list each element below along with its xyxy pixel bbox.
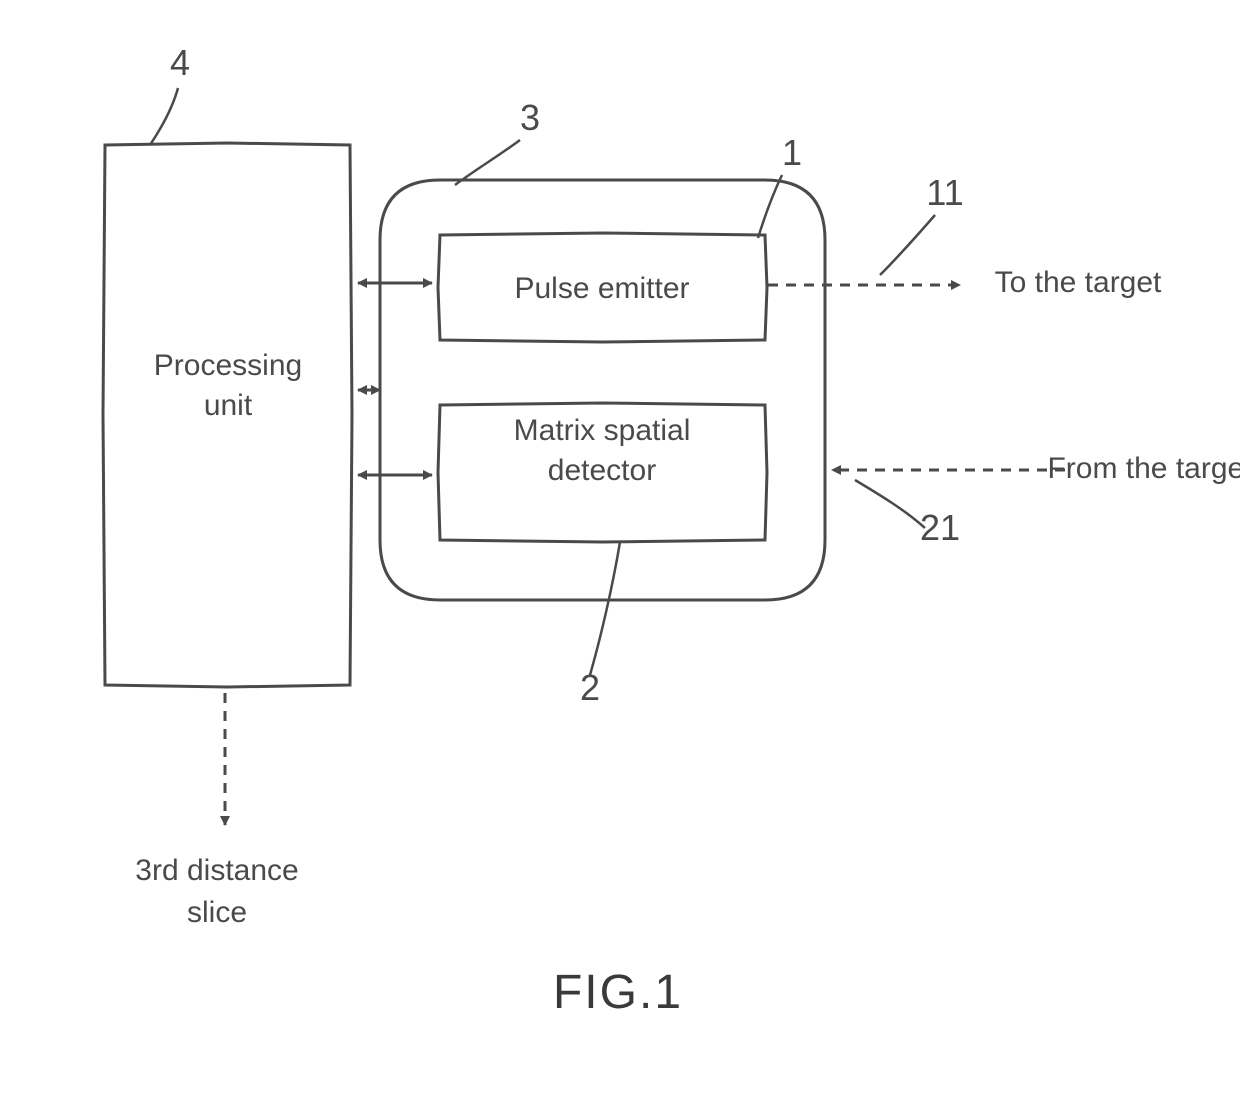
head_container-box [380, 180, 825, 600]
refnum-n2: 2 [580, 667, 600, 708]
label-third_slice: slice [187, 896, 247, 929]
processing_unit-label: unit [204, 389, 253, 422]
leader-n3 [455, 140, 520, 185]
detector-label: Matrix spatial [514, 414, 691, 447]
label-to_target: To the target [995, 266, 1162, 299]
detector-label: detector [548, 454, 656, 487]
figure-label: FIG.1 [553, 966, 683, 1019]
leader-n2 [590, 542, 620, 675]
leader-n1 [758, 175, 782, 238]
refnum-n3: 3 [520, 97, 540, 138]
refnum-n11: 11 [926, 172, 963, 213]
refnum-n4: 4 [170, 42, 190, 83]
label-third_slice: 3rd distance [135, 854, 298, 887]
pulse_emitter-label: Pulse emitter [514, 272, 689, 305]
leader-n21 [855, 480, 925, 528]
refnum-n21: 21 [920, 507, 960, 548]
refnum-n1: 1 [782, 132, 802, 173]
label-from_target: From the target [1047, 452, 1240, 485]
leader-n4 [150, 88, 178, 145]
processing_unit-label: Processing [154, 349, 302, 382]
leader-n11 [880, 215, 935, 275]
